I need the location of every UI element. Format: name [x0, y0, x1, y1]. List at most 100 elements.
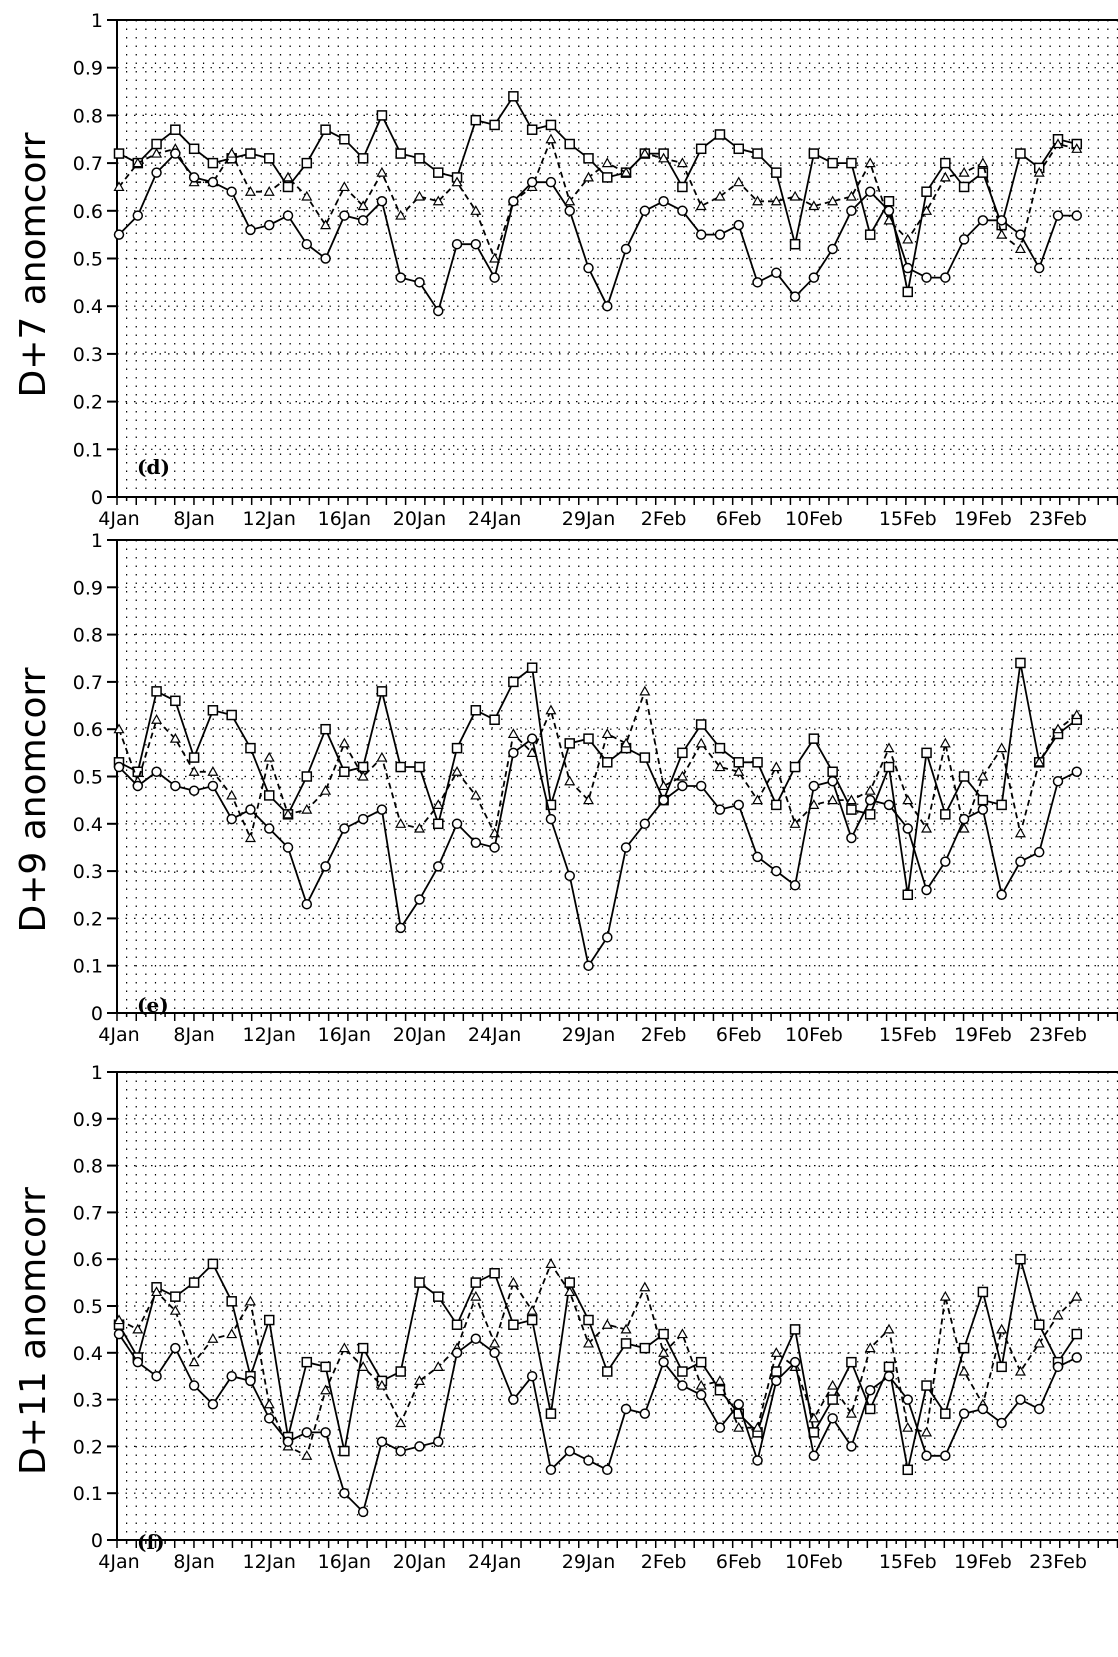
data-point-circle	[207, 1399, 219, 1410]
data-point-circle	[864, 186, 876, 197]
x-tick-label: 12Jan	[243, 508, 296, 530]
data-point-triangle	[770, 1347, 782, 1357]
data-point-circle	[695, 780, 707, 792]
data-point-triangle	[921, 1426, 933, 1437]
data-point-triangle	[432, 799, 444, 809]
data-point-triangle	[582, 794, 595, 805]
data-point-triangle	[1033, 756, 1045, 767]
data-point-square	[733, 143, 744, 155]
data-point-circle	[958, 1408, 970, 1419]
data-point-circle	[902, 823, 914, 834]
data-point-square	[583, 1314, 594, 1326]
data-point-triangle	[733, 1421, 745, 1432]
data-point-triangle	[151, 1286, 163, 1297]
data-point-circle	[545, 813, 557, 825]
data-point-triangle	[827, 195, 839, 206]
data-point-triangle	[733, 766, 745, 776]
data-point-triangle	[939, 171, 951, 182]
y-tick-label: 0.5	[73, 249, 103, 271]
data-point-triangle	[470, 205, 482, 215]
data-point-square	[677, 1366, 688, 1377]
ylabel-d: D+7 anomcorr	[13, 132, 54, 397]
data-point-triangle	[770, 195, 782, 206]
data-point-circle	[1071, 210, 1083, 221]
data-point-square	[639, 752, 651, 763]
data-point-triangle	[1014, 243, 1026, 254]
data-point-square	[508, 1319, 519, 1330]
data-point-circle	[301, 898, 313, 910]
y-tick-label: 0.6	[73, 719, 103, 741]
data-point-square	[921, 747, 932, 759]
data-point-circle	[320, 861, 331, 872]
data-point-circle	[958, 234, 970, 245]
data-point-square	[1015, 657, 1026, 669]
data-point-triangle	[207, 1333, 219, 1343]
data-point-triangle	[639, 685, 651, 696]
data-point-triangle	[376, 166, 388, 177]
data-point-circle	[808, 272, 820, 283]
data-point-circle	[526, 733, 538, 744]
data-point-square	[339, 766, 350, 778]
x-tick-label: 23Feb	[1029, 508, 1087, 530]
data-point-triangle	[620, 166, 632, 177]
data-point-circle	[1015, 229, 1026, 240]
x-tick-label: 16Jan	[318, 1551, 371, 1573]
data-point-circle	[508, 1394, 519, 1405]
data-point-circle	[357, 813, 369, 825]
data-point-square	[489, 714, 500, 725]
data-point-square	[414, 153, 425, 164]
x-tick-label: 10Feb	[785, 1551, 843, 1573]
data-point-square	[902, 286, 914, 298]
data-point-square	[1015, 1253, 1026, 1265]
y-tick-label: 0.3	[73, 344, 103, 366]
data-point-triangle	[413, 1375, 426, 1385]
data-point-triangle	[1052, 138, 1064, 149]
data-point-square	[339, 134, 350, 145]
data-point-triangle	[263, 185, 275, 196]
data-point-square	[414, 1277, 425, 1288]
data-point-circle	[639, 205, 651, 217]
data-point-triangle	[808, 200, 820, 211]
data-point-square	[545, 119, 557, 131]
data-point-circle	[508, 747, 519, 759]
data-point-circle	[357, 215, 369, 226]
data-point-circle	[940, 856, 951, 867]
y-tick-label: 0	[91, 487, 103, 509]
data-point-circle	[1033, 846, 1045, 858]
data-point-square	[714, 742, 726, 754]
data-point-triangle	[958, 822, 970, 833]
data-point-square	[113, 148, 125, 159]
data-point-triangle	[357, 770, 369, 781]
data-point-triangle	[695, 200, 707, 211]
x-tick-label: 23Feb	[1029, 1551, 1087, 1573]
x-tick-label: 8Jan	[173, 1024, 214, 1046]
data-point-square	[207, 1258, 219, 1270]
y-tick-label: 0.1	[73, 1483, 103, 1505]
data-point-square	[226, 1296, 237, 1307]
y-tick-label: 0.6	[73, 1249, 103, 1271]
data-point-circle	[996, 1417, 1007, 1429]
y-tick-label: 0.1	[73, 439, 103, 461]
data-point-square	[883, 761, 895, 773]
panel-d: D+7 anomcorr 0 0.1 0.2 0.3 0.4 0.5 0.6 0.7 0.8 0.…	[13, 10, 1118, 530]
data-point-square	[433, 1291, 444, 1302]
data-point-circle	[827, 1413, 838, 1424]
data-point-square	[545, 1408, 557, 1419]
series-line-circle	[118, 1333, 1078, 1514]
series-line-square	[118, 94, 1078, 293]
data-point-triangle	[169, 1304, 181, 1315]
x-tick-label: 15Feb	[879, 1024, 937, 1046]
y-tick-label: 1	[91, 10, 103, 32]
data-point-circle	[207, 780, 219, 792]
data-point-square	[508, 91, 519, 102]
data-point-circle	[1052, 775, 1064, 787]
data-point-circle	[864, 1384, 876, 1396]
data-point-square	[470, 114, 482, 126]
data-point-triangle	[301, 190, 313, 201]
data-point-triangle	[489, 1337, 501, 1348]
data-point-square	[789, 238, 801, 250]
data-point-triangle	[864, 784, 876, 795]
data-point-triangle	[1014, 1365, 1026, 1376]
data-point-circle	[245, 1375, 256, 1387]
data-point-triangle	[676, 770, 688, 781]
